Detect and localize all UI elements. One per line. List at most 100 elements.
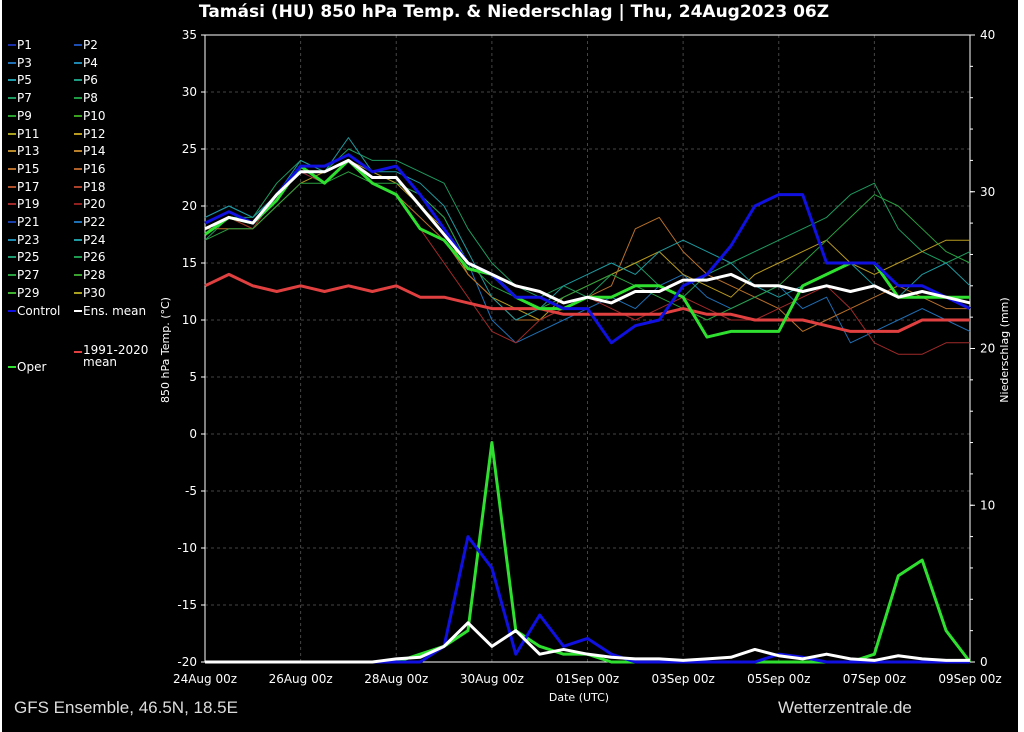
- y2-axis-label: Niederschlag (mm): [998, 297, 1011, 402]
- legend-item: P29: [8, 286, 40, 300]
- legend-item: P2: [74, 38, 98, 52]
- legend-label: P25: [17, 250, 40, 265]
- y-axis-label: 850 hPa Temp. (°C): [159, 297, 172, 403]
- legend-item: 1991-2020 mean: [74, 344, 153, 368]
- legend-item: Ens. mean: [74, 304, 146, 318]
- legend-item: P18: [74, 180, 106, 194]
- y-tick-label: 20: [182, 199, 197, 213]
- legend-item: P23: [8, 233, 40, 247]
- legend-item: P1: [8, 38, 32, 52]
- legend-swatch: [74, 256, 82, 259]
- legend-label: P12: [83, 126, 106, 141]
- x-tick-label: 07Sep 00z: [843, 672, 906, 686]
- temp-line-control: [204, 153, 971, 345]
- legend-swatch: [74, 114, 82, 117]
- y-tick-label: 10: [182, 313, 197, 327]
- y-tick-label: 30: [182, 85, 197, 99]
- legend-swatch: [74, 150, 82, 153]
- legend-swatch: [74, 79, 82, 82]
- legend-swatch: [8, 185, 16, 188]
- legend-item: P28: [74, 268, 106, 282]
- legend-item: P12: [74, 127, 106, 141]
- legend-label: P9: [17, 108, 32, 123]
- legend-swatch: [8, 114, 16, 117]
- legend-item: Oper: [8, 360, 46, 374]
- legend-label: P15: [17, 161, 40, 176]
- legend-label: P10: [83, 108, 106, 123]
- legend-item: P4: [74, 56, 98, 70]
- legend-swatch: [74, 167, 82, 170]
- legend-label: P21: [17, 215, 40, 229]
- legend-swatch: [74, 351, 82, 354]
- legend-label: P18: [83, 179, 106, 194]
- legend-item: P7: [8, 91, 32, 105]
- y-tick-label: 25: [182, 142, 197, 156]
- legend-item: P11: [8, 127, 40, 141]
- legend-swatch: [8, 291, 16, 294]
- legend-label: P16: [83, 161, 106, 176]
- x-tick-label: 03Sep 00z: [651, 672, 714, 686]
- temp-line-p27: [204, 171, 971, 321]
- y-tick-label: -20: [177, 655, 197, 669]
- legend-swatch: [8, 203, 16, 206]
- legend-item: P15: [8, 162, 40, 176]
- legend-label: P1: [17, 38, 32, 52]
- y2-tick-label: 0: [980, 655, 988, 669]
- x-axis-label: Date (UTC): [549, 691, 609, 704]
- legend-label: P7: [17, 91, 32, 106]
- legend-swatch: [74, 44, 82, 46]
- legend-item: P17: [8, 180, 40, 194]
- y-tick-label: -5: [185, 484, 197, 498]
- legend-item: P8: [74, 91, 98, 105]
- y-tick-label: 5: [189, 370, 197, 384]
- legend-item: P21: [8, 215, 40, 229]
- legend-swatch: [8, 309, 16, 312]
- legend-label: P24: [83, 232, 106, 247]
- x-tick-label: 30Aug 00z: [460, 672, 524, 686]
- precip-line-ens-mean: [205, 621, 970, 664]
- legend-item: P22: [74, 215, 106, 229]
- legend-item: P9: [8, 109, 32, 123]
- legend-item: Control: [8, 304, 60, 318]
- legend-swatch: [8, 132, 16, 135]
- legend-item: P24: [74, 233, 106, 247]
- legend-label: P17: [17, 179, 40, 194]
- x-tick-label: 09Sep 00z: [938, 672, 1001, 686]
- model-info: GFS Ensemble, 46.5N, 18.5E: [14, 698, 238, 717]
- legend-swatch: [8, 44, 16, 46]
- legend-swatch: [74, 132, 82, 135]
- legend-label: P28: [83, 268, 106, 283]
- legend-item: P25: [8, 250, 40, 264]
- legend-item: P6: [74, 73, 98, 87]
- legend-label: P23: [17, 232, 40, 247]
- x-tick-label: 28Aug 00z: [364, 672, 428, 686]
- temp-line-ens-mean: [204, 158, 971, 305]
- legend-swatch: [74, 203, 82, 206]
- legend-label: P2: [83, 38, 98, 52]
- legend-item: P16: [74, 162, 106, 176]
- legend-swatch: [74, 61, 82, 64]
- legend-item: P5: [8, 73, 32, 87]
- legend-item: P3: [8, 56, 32, 70]
- legend-label: P30: [83, 285, 106, 300]
- legend-label: P6: [83, 73, 98, 88]
- chart-title: Tamási (HU) 850 hPa Temp. & Niederschlag…: [198, 2, 830, 22]
- y-tick-label: 0: [189, 427, 197, 441]
- legend-item: P14: [74, 144, 106, 158]
- legend-swatch: [8, 61, 16, 64]
- temp-line-1991-2020-mean: [204, 272, 970, 333]
- legend-label: Control: [17, 303, 61, 318]
- legend-swatch: [8, 366, 16, 369]
- legend-item: P30: [74, 286, 106, 300]
- legend-label: P20: [83, 197, 106, 212]
- y2-tick-label: 10: [980, 498, 995, 512]
- legend-label: P14: [83, 144, 106, 159]
- legend-swatch: [8, 97, 16, 100]
- x-tick-label: 01Sep 00z: [556, 672, 619, 686]
- legend-swatch: [8, 238, 16, 241]
- legend-swatch: [8, 150, 16, 153]
- legend-swatch: [74, 221, 82, 223]
- legend-label: Ens. mean: [83, 303, 147, 318]
